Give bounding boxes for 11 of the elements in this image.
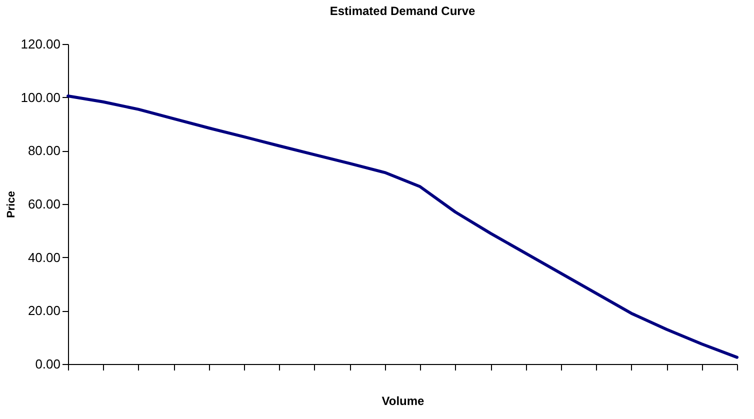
y-tick-label: 60.00	[28, 196, 60, 212]
y-tick-label: 0.00	[35, 356, 60, 372]
y-tick-label: 120.00	[20, 36, 60, 52]
y-tick-label: 40.00	[28, 250, 60, 265]
line-series	[66, 94, 738, 359]
chart-title: Estimated Demand Curve	[330, 4, 476, 18]
y-tick-label: 20.00	[28, 303, 60, 318]
y-axis-title: Price	[6, 191, 18, 218]
y-tick-label: 100.00	[20, 90, 60, 105]
y-tick-label: 80.00	[28, 143, 60, 158]
x-axis-title: Volume	[382, 394, 425, 408]
